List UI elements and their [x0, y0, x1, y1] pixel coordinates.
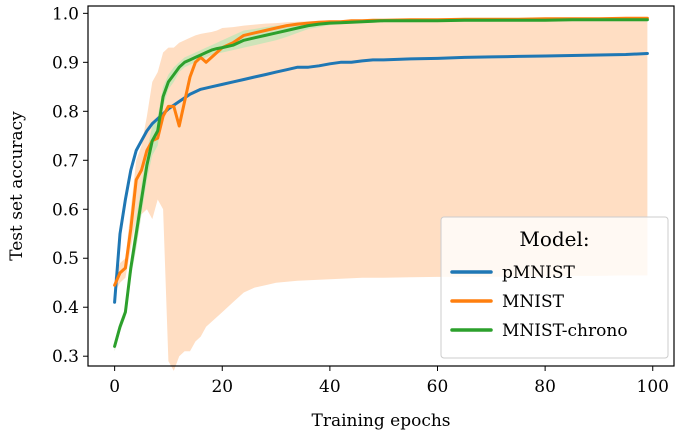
x-tick-label: 80	[534, 377, 556, 397]
mnist-band	[114, 17, 648, 371]
series-lines	[113, 16, 649, 348]
legend-label-pmnist: pMNIST	[502, 263, 576, 283]
x-tick-label: 100	[637, 377, 669, 397]
y-tick-label: 0.7	[52, 151, 79, 171]
confidence-bands	[114, 17, 648, 371]
y-tick-label: 0.8	[52, 102, 79, 122]
legend: Model: pMNIST MNIST MNIST-chrono	[440, 216, 669, 359]
y-tick-label: 0.4	[52, 298, 79, 318]
legend-title: Model:	[519, 227, 589, 251]
pmnist-line	[113, 52, 649, 304]
x-tick-label: 20	[211, 377, 233, 397]
x-tick-label: 60	[427, 377, 449, 397]
legend-label-mnist-chrono: MNIST-chrono	[502, 321, 628, 341]
mnist-chrono-line	[113, 18, 649, 348]
x-tick-label: 0	[109, 377, 120, 397]
legend-items: pMNIST MNIST MNIST-chrono	[450, 263, 628, 341]
plot-frame	[87, 5, 675, 367]
y-tick-label: 0.5	[52, 249, 79, 269]
x-tick-label: 40	[319, 377, 341, 397]
y-axis-label: Test set accuracy	[7, 111, 27, 261]
x-axis-label: Training epochs	[311, 411, 450, 431]
y-axis-ticks: 0.3 0.4 0.5 0.6 0.7 0.8 0.9 1.0	[52, 4, 88, 367]
legend-label-mnist: MNIST	[502, 292, 565, 312]
legend-box	[440, 216, 669, 359]
y-tick-label: 0.3	[52, 347, 79, 367]
y-tick-label: 0.9	[52, 53, 79, 73]
x-axis-ticks: 0 20 40 60 80 100	[109, 366, 669, 397]
y-tick-label: 0.6	[52, 200, 79, 220]
y-tick-label: 1.0	[52, 4, 79, 24]
